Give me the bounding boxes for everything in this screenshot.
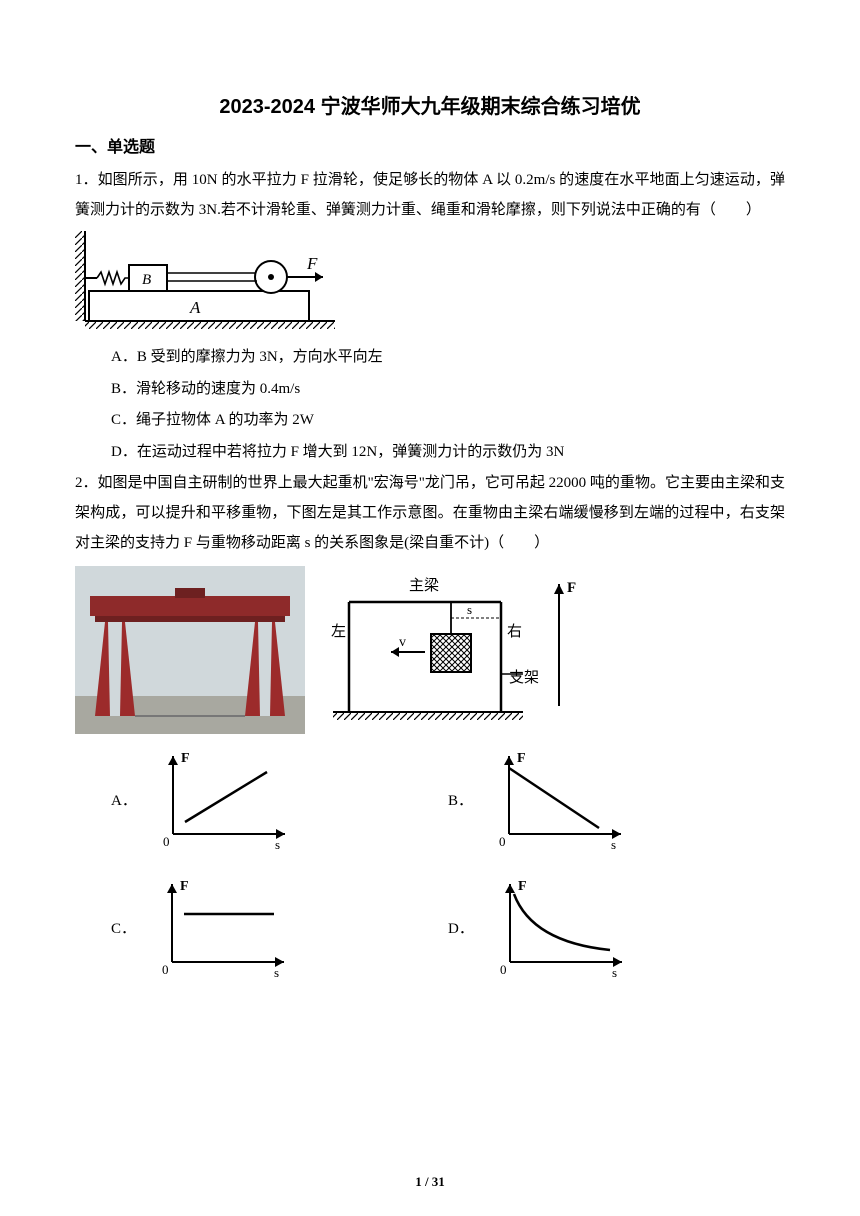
svg-text:s: s: [274, 965, 279, 980]
svg-text:s: s: [611, 837, 616, 852]
svg-text:A: A: [189, 298, 201, 317]
svg-text:0: 0: [163, 834, 170, 849]
page-footer: 1 / 31: [0, 1174, 860, 1190]
question-2-options: A． F s 0 B． F s 0 C．: [111, 744, 785, 982]
support-label: 支架: [509, 669, 539, 686]
svg-text:F: F: [517, 751, 526, 766]
crane-diagram: 主梁 左 右 支架 s v F: [323, 566, 593, 734]
graph-a: F s 0: [145, 744, 295, 854]
svg-text:F: F: [180, 879, 189, 894]
beam-label: 主梁: [409, 577, 439, 594]
svg-text:s: s: [467, 602, 472, 617]
svg-text:v: v: [399, 635, 406, 650]
q2-option-a-label: A．: [111, 789, 137, 810]
q2-option-d-label: D．: [448, 917, 474, 938]
crane-photo: [75, 566, 305, 734]
graph-c: F s 0: [144, 872, 294, 982]
question-2: 2．如图是中国自主研制的世界上最大起重机"宏海号"龙门吊，它可吊起 22000 …: [75, 468, 785, 558]
q2-option-c: C． F s 0: [111, 872, 448, 982]
question-1-text: 1．如图所示，用 10N 的水平拉力 F 拉滑轮，使足够长的物体 A 以 0.2…: [75, 165, 785, 225]
svg-text:F: F: [518, 879, 527, 894]
svg-text:0: 0: [499, 834, 506, 849]
q1-option-c: C．绳子拉物体 A 的功率为 2W: [111, 405, 785, 437]
svg-text:s: s: [275, 837, 280, 852]
question-2-text: 2．如图是中国自主研制的世界上最大起重机"宏海号"龙门吊，它可吊起 22000 …: [75, 468, 785, 558]
q2-option-a: A． F s 0: [111, 744, 448, 854]
left-label: 左: [331, 623, 346, 640]
svg-text:0: 0: [500, 962, 507, 977]
q2-option-c-label: C．: [111, 917, 136, 938]
right-label: 右: [507, 623, 522, 640]
document-title: 2023-2024 宁波华师大九年级期末综合练习培优: [75, 90, 785, 119]
svg-text:s: s: [612, 965, 617, 980]
graph-d: F s 0: [482, 872, 632, 982]
pulley-figure: A B F: [75, 231, 785, 334]
question-1: 1．如图所示，用 10N 的水平拉力 F 拉滑轮，使足够长的物体 A 以 0.2…: [75, 165, 785, 225]
svg-text:F: F: [306, 254, 318, 273]
q1-option-d: D．在运动过程中若将拉力 F 增大到 12N，弹簧测力计的示数仍为 3N: [111, 437, 785, 469]
q1-option-a: A．B 受到的摩擦力为 3N，方向水平向左: [111, 342, 785, 374]
q2-option-b-label: B．: [448, 789, 473, 810]
svg-text:F: F: [567, 580, 576, 596]
svg-text:0: 0: [162, 962, 169, 977]
q2-option-b: B． F s 0: [448, 744, 785, 854]
crane-figures: 主梁 左 右 支架 s v F: [75, 566, 785, 734]
graph-b: F s 0: [481, 744, 631, 854]
section-header: 一、单选题: [75, 133, 785, 157]
svg-text:B: B: [142, 272, 151, 288]
svg-text:F: F: [181, 751, 190, 766]
question-1-options: A．B 受到的摩擦力为 3N，方向水平向左 B．滑轮移动的速度为 0.4m/s …: [111, 342, 785, 468]
q2-option-d: D． F s 0: [448, 872, 785, 982]
q1-option-b: B．滑轮移动的速度为 0.4m/s: [111, 374, 785, 406]
